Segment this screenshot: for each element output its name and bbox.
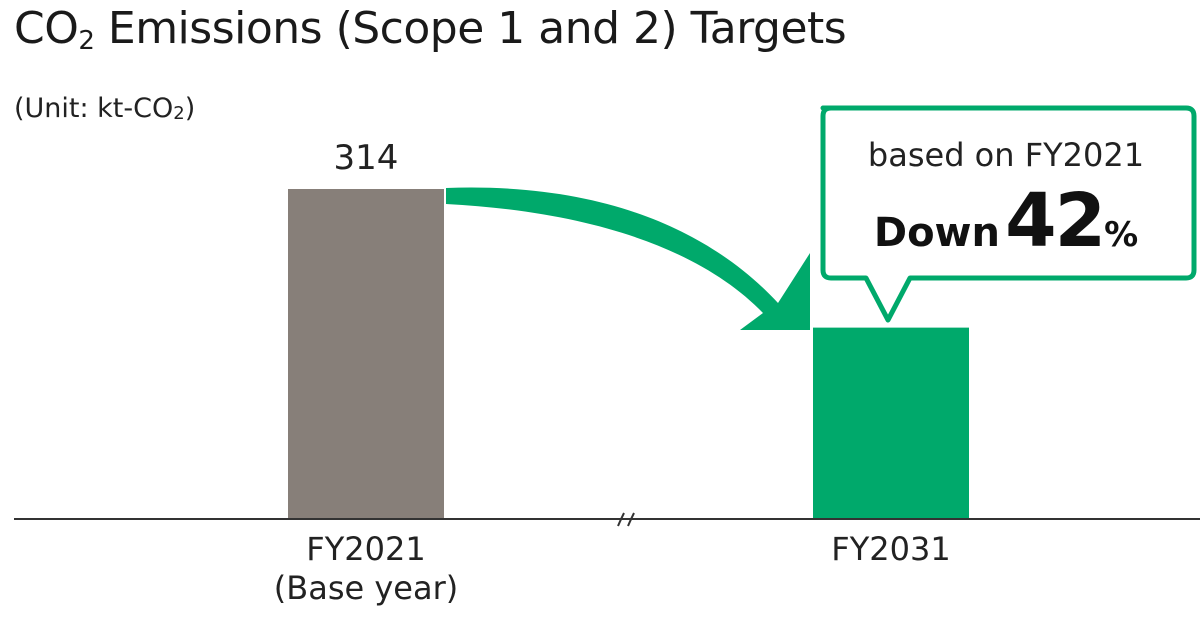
unit-label: (Unit: kt-CO2): [14, 93, 196, 124]
callout-percent-value: 42: [1005, 178, 1106, 264]
callout-baseline-text: based on FY2021: [867, 136, 1145, 174]
data-label-0: 314: [334, 138, 399, 178]
callout-down-word: Down: [873, 210, 1000, 256]
x-tick-label-0-0: FY2021: [306, 530, 425, 568]
bar-0: [288, 189, 444, 519]
callout-box: [820, 105, 1197, 323]
bar-1: [813, 327, 969, 519]
x-tick-label-0-1: (Base year): [274, 569, 458, 607]
x-tick-label-1-0: FY2031: [831, 530, 950, 568]
callout-reduction: Down 42%: [824, 176, 1188, 286]
bars-layer: [288, 189, 969, 519]
chart-title: CO2 Emissions (Scope 1 and 2) Targets: [14, 3, 847, 56]
labels-layer: 314 FY2021(Base year) FY2031: [274, 138, 951, 607]
reduction-arrow: [446, 187, 810, 330]
callout-percent-sign: %: [1104, 215, 1139, 255]
axis-break-icon: [617, 512, 635, 527]
